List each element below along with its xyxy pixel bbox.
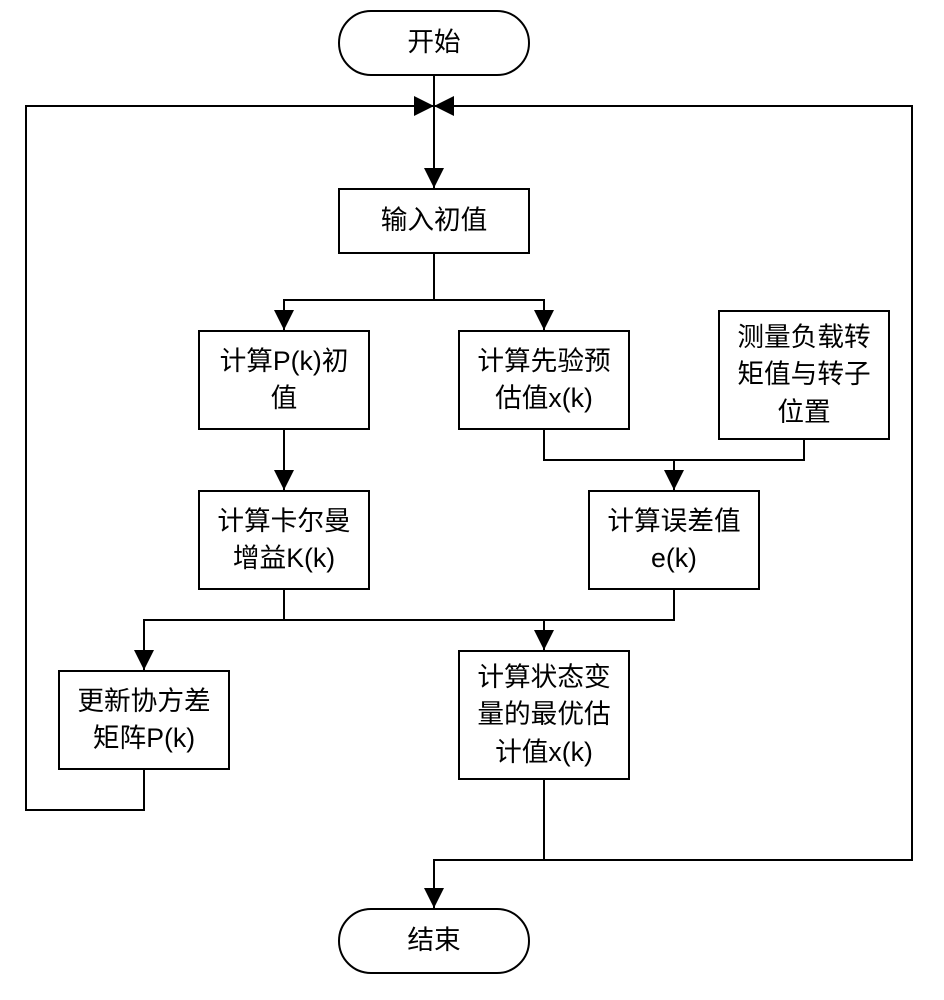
- error-label: 计算误差值e(k): [607, 503, 740, 578]
- gain-label: 计算卡尔曼增益K(k): [217, 503, 350, 578]
- prior-label: 计算先验预估值x(k): [477, 343, 610, 418]
- input-node: 输入初值: [338, 188, 530, 254]
- end-label: 结束: [407, 922, 460, 959]
- start-node: 开始: [338, 10, 530, 76]
- calcP-node: 计算P(k)初值: [198, 330, 370, 430]
- error-node: 计算误差值e(k): [588, 490, 760, 590]
- updateP-label: 更新协方差矩阵P(k): [77, 683, 210, 758]
- measure-node: 测量负载转矩值与转子位置: [718, 310, 890, 440]
- start-label: 开始: [407, 24, 460, 61]
- end-node: 结束: [338, 908, 530, 974]
- calcP-label: 计算P(k)初值: [220, 343, 349, 418]
- optimal-node: 计算状态变量的最优估计值x(k): [458, 650, 630, 780]
- updateP-node: 更新协方差矩阵P(k): [58, 670, 230, 770]
- gain-node: 计算卡尔曼增益K(k): [198, 490, 370, 590]
- measure-label: 测量负载转矩值与转子位置: [737, 319, 870, 431]
- input-label: 输入初值: [381, 202, 488, 239]
- prior-node: 计算先验预估值x(k): [458, 330, 630, 430]
- optimal-label: 计算状态变量的最优估计值x(k): [477, 659, 610, 771]
- flowchart-edges: [0, 0, 944, 1000]
